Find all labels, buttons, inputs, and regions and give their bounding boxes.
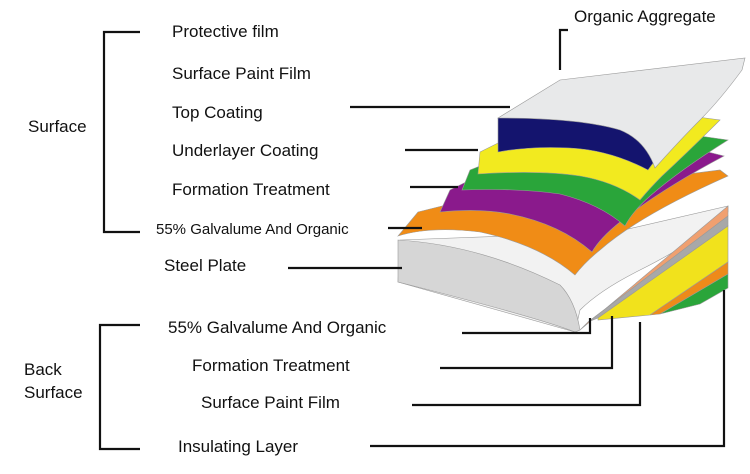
steel-plate-label: Steel Plate [164, 256, 247, 275]
surface-group-title: Surface [28, 117, 87, 136]
formation-treatment-label: Formation Treatment [172, 180, 330, 199]
organic-aggregate-label: Organic Aggregate [574, 7, 716, 26]
back-surface-bracket [98, 323, 140, 451]
underlayer-coating-label: Underlayer Coating [172, 141, 319, 160]
insulating-layer-leader [370, 290, 726, 448]
back-galvalume-organic-label: 55% Galvalume And Organic [168, 318, 387, 337]
surface-bracket [102, 30, 140, 234]
underside-green-band [659, 273, 729, 315]
back-surface-title-line2: Surface [24, 383, 83, 402]
protective-film-label: Protective film [172, 22, 279, 41]
surface-paint-film-label: Surface Paint Film [172, 64, 311, 83]
steel-plate-front [397, 239, 581, 333]
insulating-layer-label: Insulating Layer [178, 437, 299, 456]
galvalume-organic-label: 55% Galvalume And Organic [156, 221, 349, 238]
back-formation-treatment-label: Formation Treatment [192, 356, 350, 375]
top-coating-label: Top Coating [172, 103, 263, 122]
top-protective-surface [496, 57, 746, 169]
back-galvalume-leader [462, 318, 592, 335]
back-surface-title-line1: Back [24, 360, 62, 379]
back-formation-leader [440, 316, 614, 370]
back-paint-film-leader [412, 322, 642, 407]
organic-aggregate-leader [558, 28, 568, 70]
back-surface-paint-film-label: Surface Paint Film [201, 393, 340, 412]
